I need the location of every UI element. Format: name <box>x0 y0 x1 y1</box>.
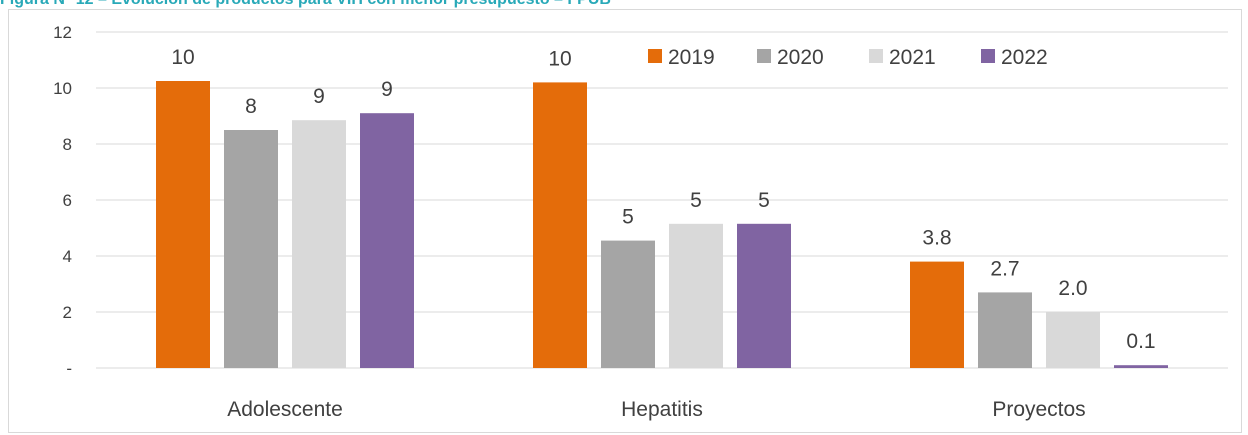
data-label: 2.0 <box>1058 277 1087 300</box>
bar <box>292 120 346 368</box>
figure-caption: Figura N° 12 – Evolución de productos pa… <box>0 0 1248 9</box>
data-label: 9 <box>313 85 325 108</box>
y-tick-label: 6 <box>63 191 72 210</box>
legend-swatch <box>648 49 662 63</box>
data-label: 9 <box>381 78 393 101</box>
legend-label: 2021 <box>889 46 936 69</box>
bar <box>910 261 964 368</box>
legend-label: 2019 <box>668 46 715 69</box>
legend-label: 2020 <box>777 46 824 69</box>
bar <box>533 82 587 369</box>
data-label: 10 <box>171 46 194 69</box>
category-label: Adolescente <box>227 398 343 421</box>
bar <box>1114 365 1168 368</box>
y-tick-label: 12 <box>53 23 72 42</box>
bar <box>737 223 791 368</box>
data-label: 0.1 <box>1126 330 1155 353</box>
category-label: Hepatitis <box>621 398 703 421</box>
bar <box>669 223 723 368</box>
bar <box>360 113 414 368</box>
data-label: 3.8 <box>922 227 951 250</box>
bar <box>1046 312 1100 368</box>
bar <box>978 292 1032 368</box>
bar <box>224 130 278 368</box>
bar <box>156 81 210 368</box>
y-tick-label: 8 <box>63 135 72 154</box>
y-tick-label: - <box>66 359 72 378</box>
category-label: Proyectos <box>992 398 1085 421</box>
y-tick-label: 10 <box>53 79 72 98</box>
legend-swatch <box>869 49 883 63</box>
data-label: 10 <box>548 47 571 70</box>
data-label: 8 <box>245 95 257 118</box>
legend-swatch <box>757 49 771 63</box>
y-tick-label: 2 <box>63 303 72 322</box>
data-label: 5 <box>622 206 634 229</box>
data-label: 5 <box>690 189 702 212</box>
bar <box>601 240 655 368</box>
chart-frame <box>8 9 1242 433</box>
legend-label: 2022 <box>1001 46 1048 69</box>
data-label: 2.7 <box>990 257 1019 280</box>
y-tick-label: 4 <box>63 247 72 266</box>
legend-swatch <box>981 49 995 63</box>
data-label: 5 <box>758 189 770 212</box>
